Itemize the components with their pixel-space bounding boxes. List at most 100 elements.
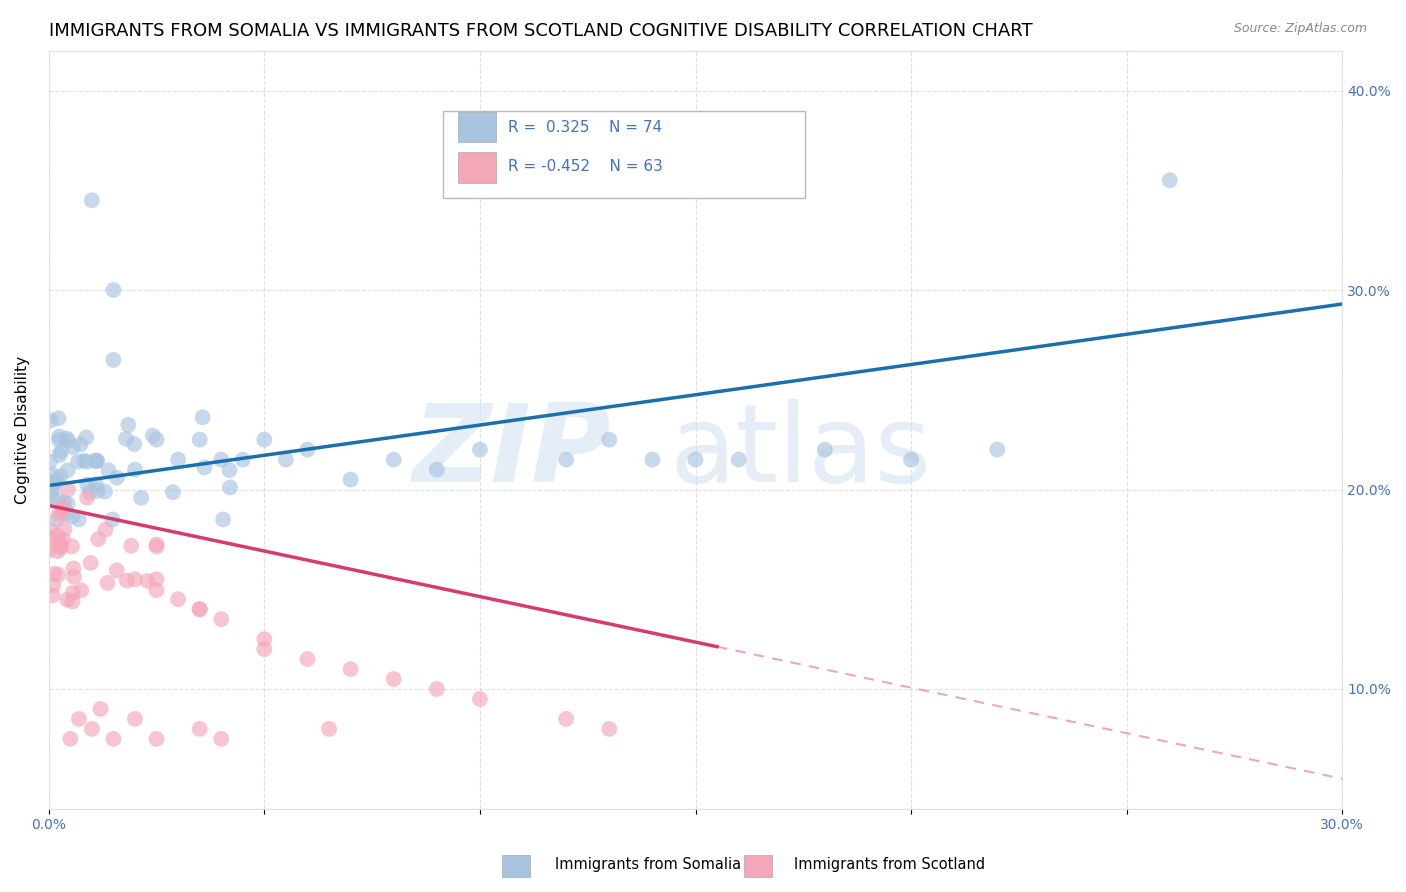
Point [219,480,242,494]
Point [39,490,62,504]
Point [124,572,146,586]
Point [42,578,65,592]
Point [297,652,319,666]
Point [46,529,69,543]
Point [96,576,118,591]
Point [49,444,72,458]
Point [97,463,120,477]
Point [49,469,72,483]
Point [42,477,65,491]
Point [48,448,70,462]
Point [44,475,66,489]
Point [79,485,101,500]
Point [117,417,139,432]
Point [46,536,69,550]
Point [84,453,107,467]
Point [209,452,232,467]
Point [38,455,60,469]
Point [598,433,620,447]
Point [129,491,152,505]
Text: IMMIGRANTS FROM SOMALIA VS IMMIGRANTS FROM SCOTLAND COGNITIVE DISABILITY CORRELA: IMMIGRANTS FROM SOMALIA VS IMMIGRANTS FR… [49,22,1033,40]
Text: ZIP: ZIP [413,400,612,506]
Point [48,508,70,522]
Point [63,570,86,584]
Point [59,731,82,746]
Y-axis label: Cognitive Disability: Cognitive Disability [15,356,30,504]
Point [76,455,98,469]
Point [145,583,167,598]
Point [46,512,69,526]
Point [103,731,125,746]
Point [274,452,297,467]
Point [101,512,124,526]
Point [42,588,65,602]
Point [555,712,578,726]
Point [55,432,77,446]
Point [46,544,69,558]
Point [382,672,405,686]
Point [188,602,211,616]
Point [80,722,103,736]
Point [209,731,232,746]
Point [55,506,77,520]
Point [79,556,101,570]
Point [685,452,707,467]
Point [162,485,184,500]
Point [56,463,79,477]
Point [115,574,138,588]
Point [87,532,110,546]
Text: R = -0.452    N = 63: R = -0.452 N = 63 [508,159,662,174]
Point [814,442,837,457]
Point [41,483,63,497]
Point [86,453,108,467]
Point [49,541,72,555]
Text: atlas: atlas [669,400,932,506]
Point [62,586,84,600]
Point [86,483,108,498]
Point [188,602,211,616]
Point [48,411,70,425]
Point [70,583,93,598]
Point [145,538,167,552]
Point [94,523,117,537]
Point [105,471,128,485]
Point [253,433,276,447]
Point [103,283,125,297]
Point [52,532,75,546]
Point [80,194,103,208]
Point [60,540,83,554]
Point [188,433,211,447]
Point [39,523,62,537]
Point [1159,173,1181,187]
Point [382,452,405,467]
FancyBboxPatch shape [457,153,496,183]
Point [46,492,69,507]
Point [193,460,215,475]
Point [56,483,79,497]
Point [339,473,361,487]
Point [339,662,361,676]
Point [145,572,167,586]
Point [48,429,70,443]
Point [297,442,319,457]
Text: Immigrants from Scotland: Immigrants from Scotland [794,857,986,872]
Point [75,431,97,445]
Point [76,491,98,505]
Point [56,592,79,607]
Point [56,434,79,448]
Point [212,512,235,526]
Point [53,522,76,536]
Point [67,712,90,726]
Point [62,561,84,575]
Point [69,437,91,451]
Point [39,531,62,545]
Point [232,452,254,467]
Text: R =  0.325    N = 74: R = 0.325 N = 74 [508,120,662,135]
Point [103,352,125,367]
Point [426,681,449,696]
Point [115,432,138,446]
Point [145,731,167,746]
Point [44,566,66,581]
Point [253,642,276,657]
Point [51,504,73,518]
